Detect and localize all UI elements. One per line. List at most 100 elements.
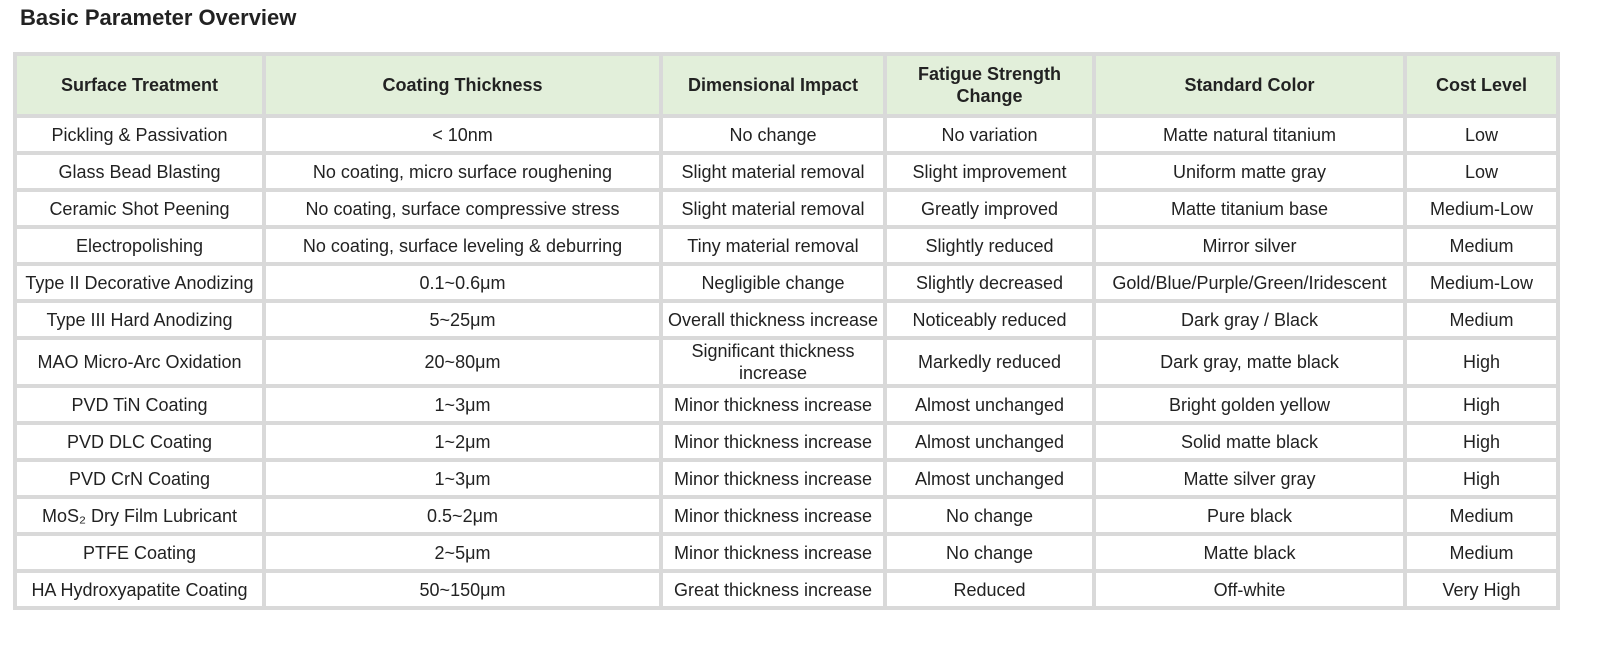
table-cell: Medium (1407, 303, 1556, 336)
table-cell: High (1407, 340, 1556, 384)
table-cell: Medium (1407, 499, 1556, 532)
table-cell: Slightly decreased (887, 266, 1092, 299)
table-cell: Dark gray, matte black (1096, 340, 1403, 384)
table-cell: Medium (1407, 229, 1556, 262)
table-cell: Matte natural titanium (1096, 118, 1403, 151)
table-row: PVD DLC Coating 1~2μm Minor thickness incr… (17, 425, 1556, 458)
table-cell: 1~2μm (266, 425, 659, 458)
table-cell: No variation (887, 118, 1092, 151)
column-header: Dimensional Impact (663, 56, 883, 114)
table-row: Type II Decorative Anodizing 0.1~0.6μm Neg… (17, 266, 1556, 299)
table-row: Pickling & Passivation < 10nm No change No … (17, 118, 1556, 151)
table-cell: Minor thickness increase (663, 536, 883, 569)
table-cell: Slightly reduced (887, 229, 1092, 262)
table-row: HA Hydroxyapatite Coating 50~150μm Great t… (17, 573, 1556, 606)
table-cell: 2~5μm (266, 536, 659, 569)
table-cell: Greatly improved (887, 192, 1092, 225)
table-cell: No coating, surface compressive stress (266, 192, 659, 225)
table-cell: Pure black (1096, 499, 1403, 532)
table-cell: Electropolishing (17, 229, 262, 262)
table-cell: Minor thickness increase (663, 462, 883, 495)
table-cell: Pickling & Passivation (17, 118, 262, 151)
table-cell: High (1407, 425, 1556, 458)
table-cell: 1~3μm (266, 388, 659, 421)
table-cell: High (1407, 462, 1556, 495)
table-cell: Uniform matte gray (1096, 155, 1403, 188)
table-cell: 0.5~2μm (266, 499, 659, 532)
table-row: Type III Hard Anodizing 5~25μm Overall thi… (17, 303, 1556, 336)
column-header: Surface Treatment (17, 56, 262, 114)
table-cell: No coating, surface leveling & deburring (266, 229, 659, 262)
table-cell: Gold/Blue/Purple/Green/Iridescent (1096, 266, 1403, 299)
table-cell: No coating, micro surface roughening (266, 155, 659, 188)
table-cell: No change (663, 118, 883, 151)
table-row: Electropolishing No coating, surface leve… (17, 229, 1556, 262)
table-cell: PVD TiN Coating (17, 388, 262, 421)
table-cell: Minor thickness increase (663, 499, 883, 532)
table-cell: Slight improvement (887, 155, 1092, 188)
table-cell: Medium-Low (1407, 266, 1556, 299)
table-cell: No change (887, 499, 1092, 532)
column-header: Cost Level (1407, 56, 1556, 114)
table-cell: Medium-Low (1407, 192, 1556, 225)
table-cell: High (1407, 388, 1556, 421)
table-cell: Bright golden yellow (1096, 388, 1403, 421)
table-cell: Overall thickness increase (663, 303, 883, 336)
table-cell: Minor thickness increase (663, 425, 883, 458)
table-cell: PVD CrN Coating (17, 462, 262, 495)
parameter-table: Surface Treatment Coating Thickness Dimens… (13, 52, 1560, 610)
table-cell: PTFE Coating (17, 536, 262, 569)
table-cell: Low (1407, 118, 1556, 151)
table-cell: Type III Hard Anodizing (17, 303, 262, 336)
table-cell: Minor thickness increase (663, 388, 883, 421)
table-cell: Noticeably reduced (887, 303, 1092, 336)
table-cell: Medium (1407, 536, 1556, 569)
header-row: Surface Treatment Coating Thickness Dimens… (17, 56, 1556, 114)
table-cell: Mirror silver (1096, 229, 1403, 262)
table-cell: Dark gray / Black (1096, 303, 1403, 336)
table-cell: Solid matte black (1096, 425, 1403, 458)
table-cell: No change (887, 536, 1092, 569)
table-cell: Matte black (1096, 536, 1403, 569)
table-row: MoS₂ Dry Film Lubricant 0.5~2μm Minor thic… (17, 499, 1556, 532)
table-cell: Off-white (1096, 573, 1403, 606)
column-header: Fatigue Strength Change (887, 56, 1092, 114)
table-cell: Slight material removal (663, 192, 883, 225)
table-body: Pickling & Passivation < 10nm No change No … (17, 118, 1556, 606)
table-cell: < 10nm (266, 118, 659, 151)
table-cell: PVD DLC Coating (17, 425, 262, 458)
table-cell: Significant thickness increase (663, 340, 883, 384)
table-cell: 50~150μm (266, 573, 659, 606)
table-cell: Almost unchanged (887, 388, 1092, 421)
column-header: Coating Thickness (266, 56, 659, 114)
table-row: PTFE Coating 2~5μm Minor thickness increas… (17, 536, 1556, 569)
table-row: PVD TiN Coating 1~3μm Minor thickness incr… (17, 388, 1556, 421)
table-cell: Ceramic Shot Peening (17, 192, 262, 225)
table-cell: Glass Bead Blasting (17, 155, 262, 188)
table-row: PVD CrN Coating 1~3μm Minor thickness incr… (17, 462, 1556, 495)
table-cell: Reduced (887, 573, 1092, 606)
table-cell: 0.1~0.6μm (266, 266, 659, 299)
column-header: Standard Color (1096, 56, 1403, 114)
table-cell: 5~25μm (266, 303, 659, 336)
table-row: Glass Bead Blasting No coating, micro sur… (17, 155, 1556, 188)
table-cell: Great thickness increase (663, 573, 883, 606)
table-cell: Negligible change (663, 266, 883, 299)
table-cell: Very High (1407, 573, 1556, 606)
table-cell: MoS₂ Dry Film Lubricant (17, 499, 262, 532)
table-cell: Markedly reduced (887, 340, 1092, 384)
table-row: MAO Micro-Arc Oxidation 20~80μm Significan… (17, 340, 1556, 384)
table-cell: MAO Micro-Arc Oxidation (17, 340, 262, 384)
table-cell: 1~3μm (266, 462, 659, 495)
table-cell: Almost unchanged (887, 462, 1092, 495)
table-cell: Matte silver gray (1096, 462, 1403, 495)
table-cell: Type II Decorative Anodizing (17, 266, 262, 299)
table-cell: 20~80μm (266, 340, 659, 384)
table-row: Ceramic Shot Peening No coating, surface … (17, 192, 1556, 225)
table-cell: HA Hydroxyapatite Coating (17, 573, 262, 606)
table-cell: Tiny material removal (663, 229, 883, 262)
table-cell: Low (1407, 155, 1556, 188)
table-cell: Matte titanium base (1096, 192, 1403, 225)
title: Basic Parameter Overview (20, 5, 297, 30)
